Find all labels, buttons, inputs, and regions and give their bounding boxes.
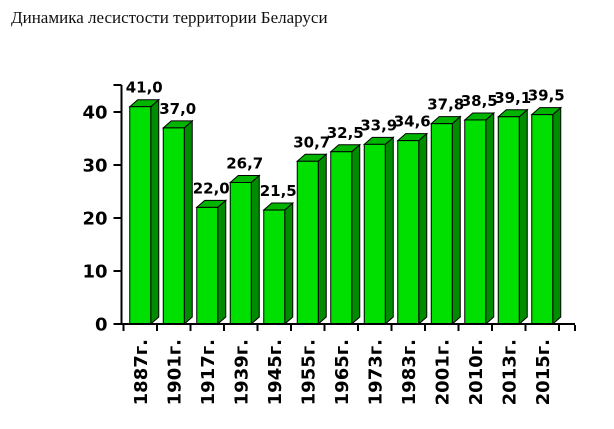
x-axis-label: 2001г. (432, 339, 453, 405)
bar-side-face (552, 106, 562, 326)
bar-side-face (217, 199, 227, 326)
x-axis-label: 2015г. (533, 339, 554, 405)
bar (497, 116, 520, 325)
chart-title: Динамика лесистости территории Беларуси (11, 8, 328, 27)
y-axis-label: 40 (82, 103, 107, 124)
bar-side-face (451, 115, 461, 326)
bar-value-label: 37,0 (159, 100, 196, 118)
y-axis-label: 20 (82, 209, 107, 230)
bar-side-face (485, 111, 495, 326)
bar-value-label: 21,5 (260, 182, 297, 200)
x-axis-label: 1945г. (265, 339, 286, 405)
x-axis-label: 1901г. (164, 339, 185, 405)
x-axis-label: 1973г. (365, 339, 386, 405)
bar-value-label: 26,7 (226, 154, 263, 172)
bar-side-face (284, 201, 294, 326)
bar (263, 209, 286, 325)
bar (330, 151, 353, 325)
x-axis-label: 1917г. (198, 339, 219, 405)
bar (129, 106, 152, 325)
bar-side-face (250, 174, 260, 326)
x-axis-label: 1939г. (231, 339, 252, 405)
bar (430, 123, 453, 325)
x-axis-label: 1983г. (399, 339, 420, 405)
x-axis-label: 1887г. (131, 339, 152, 405)
bar (229, 181, 252, 325)
bar-side-face (317, 153, 327, 326)
bar-side-face (351, 143, 361, 326)
bar-value-label: 37,8 (427, 96, 464, 114)
bar-side-face (150, 98, 160, 326)
bar (464, 119, 487, 325)
bar-value-label: 39,5 (528, 87, 565, 105)
bar-value-label: 34,6 (394, 113, 431, 131)
bar (397, 140, 420, 325)
y-axis-label: 30 (82, 156, 107, 177)
bar-value-label: 38,5 (461, 92, 498, 110)
bar-side-face (518, 108, 528, 326)
x-axis-label: 2013г. (499, 339, 520, 405)
x-axis-label: 1955г. (298, 339, 319, 405)
y-axis-label: 0 (95, 315, 108, 336)
bar (296, 160, 319, 325)
x-axis-label: 2010г. (466, 339, 487, 405)
bar (162, 127, 185, 325)
bar (196, 206, 219, 325)
bar-value-label: 33,9 (360, 116, 397, 134)
bar-side-face (384, 136, 394, 326)
bar-value-label: 32,5 (327, 124, 364, 142)
bar-value-label: 41,0 (126, 79, 163, 97)
bar (531, 114, 554, 325)
y-axis-label: 10 (82, 262, 107, 283)
bar (363, 143, 386, 325)
bar-value-label: 30,7 (293, 133, 330, 151)
bar-side-face (183, 119, 193, 326)
bar-value-label: 39,1 (494, 89, 531, 107)
x-axis-label: 1965г. (332, 339, 353, 405)
bar-side-face (418, 132, 428, 326)
bar-value-label: 22,0 (193, 179, 230, 197)
